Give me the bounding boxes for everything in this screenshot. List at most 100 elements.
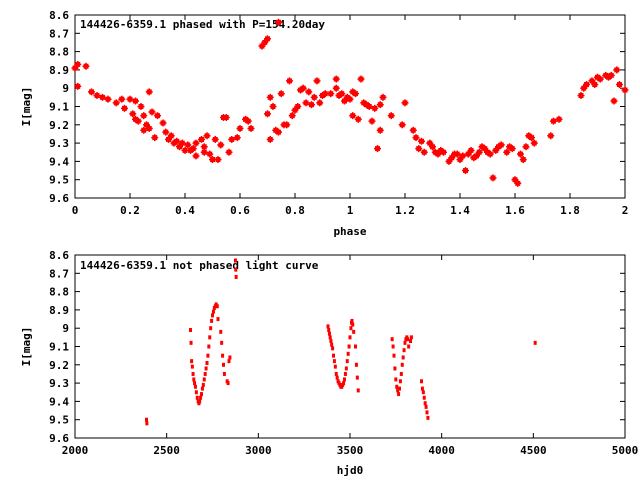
unphased-data-point [391,344,395,349]
phased-data-point [88,88,95,96]
unphased-data-point [397,392,401,397]
phased-data-point [418,137,425,145]
phased-data-point [467,146,475,154]
unphased-data-point [401,355,405,360]
unphased-data-point [202,377,206,382]
unphased-axis-ticks: 2000 2500 3000 3500 4000 4500 5000 8.6 8.7 8.8 8.9… [49,249,638,457]
phased-data-point [269,103,277,110]
unphased-data-point [327,328,331,333]
phased-data-point [236,124,244,132]
phased-x-tick-label: 1.4 [450,204,470,217]
phased-data-point [607,71,615,79]
phased-data-point [71,64,79,72]
phased-data-point [211,135,219,143]
phased-data-point [473,152,480,160]
phased-data-point [341,97,348,105]
phased-y-tick-label: 9.3 [49,137,69,150]
phased-data-point [368,117,376,125]
phased-data-point [214,156,222,164]
phased-x-tick-label: 1.2 [395,204,415,217]
phased-data-point [192,139,200,147]
phased-x-tick-label: 0.4 [175,204,195,217]
phased-x-tick-label: 0.2 [120,204,140,217]
unphased-x-axis-label: hjd0 [337,464,364,477]
unphased-panel: 144426-6359.1 not phased light curve hjd… [20,249,638,477]
phased-data-point [514,179,522,187]
unphased-y-tick-label: 8.8 [49,286,69,299]
phased-data-point [203,132,211,140]
unphased-data-point [403,340,407,345]
phased-data-point [434,150,442,158]
phased-data-point [129,110,137,118]
phased-data-point [492,146,500,154]
phased-data-point [332,84,340,92]
phased-data-point [387,112,395,120]
unphased-x-tick-label: 4000 [428,444,455,457]
unphased-data-point [211,309,215,314]
phased-data-point [261,38,269,46]
phased-data-point [497,141,505,149]
phased-data-point [121,104,128,112]
phased-data-point [445,157,453,165]
unphased-data-point [198,399,202,404]
phased-chart-title: 144426-6359.1 phased with P=154.20day [80,18,325,31]
unphased-y-tick-label: 9.4 [49,395,69,408]
phased-data-point [588,77,596,85]
unphased-data-point [222,371,226,376]
unphased-y-tick-label: 9.2 [49,359,69,372]
phased-data-point [266,135,274,143]
phased-data-point [376,101,384,109]
phased-data-point [151,134,159,142]
phased-data-point [277,90,285,98]
unphased-data-point [392,353,396,358]
unphased-data-point [228,355,232,360]
unphased-data-point [347,344,351,349]
phased-data-point [503,148,511,156]
unphased-data-point [195,395,199,400]
unphased-data-point [409,335,413,340]
unphased-y-tick-label: 8.9 [49,304,69,317]
phased-data-point [118,95,126,103]
phased-data-point [233,134,241,142]
phased-data-point [464,150,472,158]
phased-data-point [580,84,588,92]
phased-data-points [71,18,629,187]
phased-y-tick-label: 9.1 [49,101,69,114]
unphased-data-point [193,381,197,386]
phased-data-point [508,145,516,153]
phased-data-point [420,148,428,156]
phased-data-point [148,108,156,116]
phased-data-point [132,97,139,105]
unphased-data-point [332,353,335,358]
unphased-data-point [420,386,424,391]
unphased-data-point [208,335,212,340]
phased-data-point [192,152,200,160]
unphased-data-point [345,359,349,364]
unphased-data-point [351,322,355,327]
unphased-data-point [399,371,403,376]
phased-data-point [349,112,357,120]
phased-data-point [145,88,153,96]
unphased-chart-title: 144426-6359.1 not phased light curve [80,259,319,272]
unphased-data-point [390,337,394,342]
phased-data-point [244,117,252,125]
phased-data-point [264,110,271,118]
unphased-data-point [334,371,338,376]
phased-data-point [217,141,225,149]
phased-x-tick-label: 0 [72,204,79,217]
phased-data-point [82,62,90,70]
phased-data-point [489,174,497,182]
phased-y-tick-label: 9 [62,82,69,95]
unphased-data-point [216,317,220,322]
phased-data-point [206,150,214,158]
phased-data-point [302,99,310,107]
phased-x-tick-label: 1.8 [560,204,580,217]
phased-data-point [145,124,153,132]
unphased-data-point [204,366,208,371]
unphased-data-point [396,388,400,393]
unphased-data-point [342,381,346,386]
unphased-data-point [356,388,360,393]
unphased-data-point [190,364,194,369]
phased-data-point [99,93,106,101]
